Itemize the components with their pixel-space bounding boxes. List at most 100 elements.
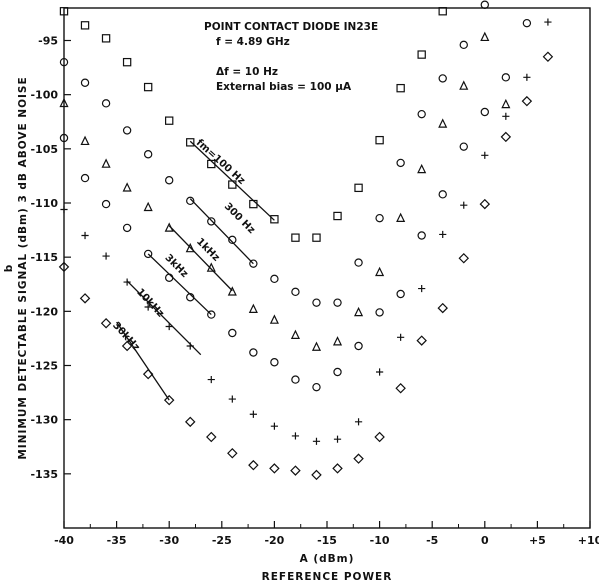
data-point-plus <box>207 375 215 384</box>
data-point-triangle <box>438 118 448 128</box>
data-point-circle <box>375 308 384 317</box>
data-point-circle <box>228 328 237 338</box>
data-point-plus <box>481 151 489 159</box>
data-point-circle <box>270 358 279 367</box>
curve-label: 10kHz <box>134 287 166 320</box>
fit-line <box>126 280 202 356</box>
data-point-circle <box>80 78 90 87</box>
data-point-triangle <box>459 80 469 90</box>
y-tick-label: -110 <box>30 197 58 210</box>
data-point-triangle <box>122 182 132 192</box>
x-tick-label: -35 <box>107 534 127 547</box>
data-point-diamond <box>100 318 112 329</box>
data-point-triangle <box>332 336 343 346</box>
data-point-plus <box>81 231 89 240</box>
data-point-circle <box>122 223 132 233</box>
annotation-bandwidth: Δf = 10 Hz <box>216 66 278 78</box>
data-point-diamond <box>395 383 406 394</box>
y-tick-label: -105 <box>30 143 58 156</box>
fit-line <box>116 321 170 401</box>
data-point-plus <box>544 18 552 26</box>
fit-line <box>189 198 254 265</box>
data-point-diamond <box>458 253 470 264</box>
y-axis-letter: b <box>3 264 15 273</box>
data-point-circle <box>143 249 153 259</box>
x-tick-label: -15 <box>317 534 337 547</box>
data-point-triangle <box>164 222 174 232</box>
data-point-circle <box>522 18 532 28</box>
data-point-square <box>396 83 405 93</box>
data-point-plus <box>102 252 110 260</box>
data-point-diamond <box>416 335 427 346</box>
data-point-triangle <box>227 286 237 296</box>
data-point-diamond <box>58 261 70 273</box>
data-point-plus <box>460 201 468 209</box>
data-point-square <box>207 159 216 169</box>
data-point-circle <box>459 142 468 151</box>
data-point-square <box>228 180 237 189</box>
y-tick-label: -135 <box>30 468 58 481</box>
data-point-diamond <box>374 431 385 443</box>
data-point-circle <box>164 273 174 282</box>
data-point-circle <box>354 258 363 267</box>
data-point-plus <box>502 112 510 120</box>
x-tick-label: -10 <box>370 534 390 547</box>
x-axis-sublabel: REFERENCE POWER <box>262 571 393 582</box>
data-point-plus <box>418 284 426 293</box>
data-point-square <box>80 21 90 30</box>
data-point-plus <box>333 435 342 443</box>
data-point-diamond <box>437 302 448 314</box>
data-point-plus <box>249 410 257 418</box>
data-point-square <box>165 116 174 125</box>
y-tick-label: -100 <box>30 89 58 102</box>
data-point-diamond <box>206 431 217 443</box>
data-point-square <box>270 215 279 224</box>
data-point-triangle <box>290 329 300 339</box>
data-point-diamond <box>521 95 533 107</box>
data-point-circle <box>438 74 447 83</box>
data-point-circle <box>80 173 90 183</box>
x-tick-label: +10 <box>578 534 599 547</box>
data-point-diamond <box>184 416 196 428</box>
data-point-square <box>333 211 342 221</box>
data-point-plus <box>123 278 131 286</box>
data-point-circle <box>164 176 174 185</box>
data-point-circle <box>101 99 111 108</box>
data-point-triangle <box>101 158 111 168</box>
data-point-circle <box>354 341 363 351</box>
data-point-triangle <box>248 303 258 313</box>
data-point-triangle <box>206 262 216 272</box>
data-point-triangle <box>417 163 427 174</box>
data-point-plus <box>312 437 321 445</box>
data-point-circle <box>417 109 426 119</box>
data-point-triangle <box>354 306 364 317</box>
annotation-frequency: f = 4.89 GHz <box>216 36 290 48</box>
data-point-circle <box>480 107 489 117</box>
y-tick-label: -115 <box>30 251 58 264</box>
data-point-diamond <box>269 463 280 474</box>
data-point-square <box>122 57 132 67</box>
y-tick-label: -130 <box>30 414 58 427</box>
data-point-circle <box>417 231 426 240</box>
y-tick-label: -125 <box>30 360 58 373</box>
data-point-triangle <box>311 341 322 351</box>
data-point-diamond <box>332 463 343 474</box>
data-point-diamond <box>227 448 238 459</box>
data-point-plus <box>60 205 68 214</box>
data-point-triangle <box>185 242 195 253</box>
data-point-circle <box>501 73 511 82</box>
data-point-circle <box>101 199 111 209</box>
data-point-circle <box>207 310 216 319</box>
x-tick-label: -30 <box>159 534 179 547</box>
fit-line <box>168 225 233 292</box>
data-point-triangle <box>80 135 90 146</box>
data-point-square <box>312 233 321 242</box>
data-point-square <box>291 233 300 242</box>
data-point-square <box>354 183 363 193</box>
data-point-circle <box>291 375 300 384</box>
data-point-circle <box>228 235 237 245</box>
fit-line <box>147 253 212 316</box>
data-point-circle <box>207 217 216 226</box>
data-markers <box>58 0 554 481</box>
